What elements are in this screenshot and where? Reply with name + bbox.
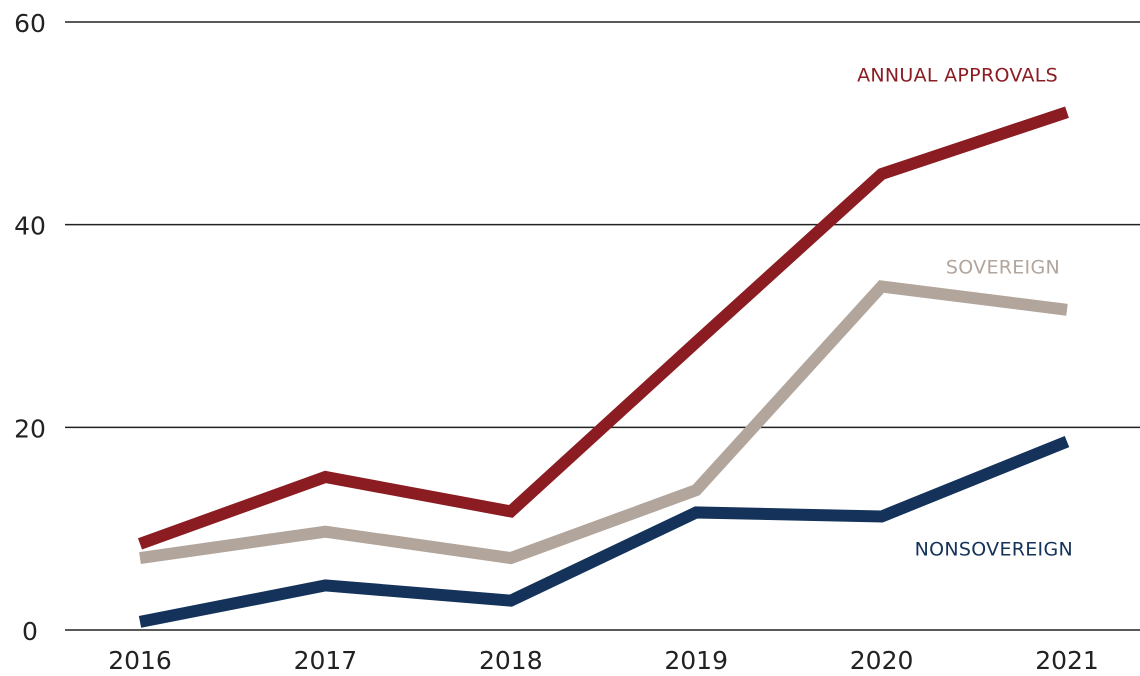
x-tick-label: 2017 [294, 646, 358, 675]
x-tick-label: 2018 [479, 646, 543, 675]
y-tick-label: 0 [22, 617, 38, 646]
series-label: SOVEREIGN [946, 257, 1060, 279]
x-tick-label: 2021 [1035, 646, 1099, 675]
x-tick-label: 2020 [850, 646, 914, 675]
x-tick-label: 2016 [108, 646, 172, 675]
y-tick-label: 60 [14, 9, 46, 38]
y-tick-label: 40 [14, 212, 46, 241]
x-tick-label: 2019 [664, 646, 728, 675]
series-line [138, 435, 1070, 628]
series-label: NONSOVEREIGN [915, 539, 1073, 561]
y-tick-label: 20 [14, 414, 46, 443]
series-line [137, 106, 1069, 550]
series-label: ANNUAL APPROVALS [857, 65, 1058, 87]
series-line [139, 280, 1068, 565]
